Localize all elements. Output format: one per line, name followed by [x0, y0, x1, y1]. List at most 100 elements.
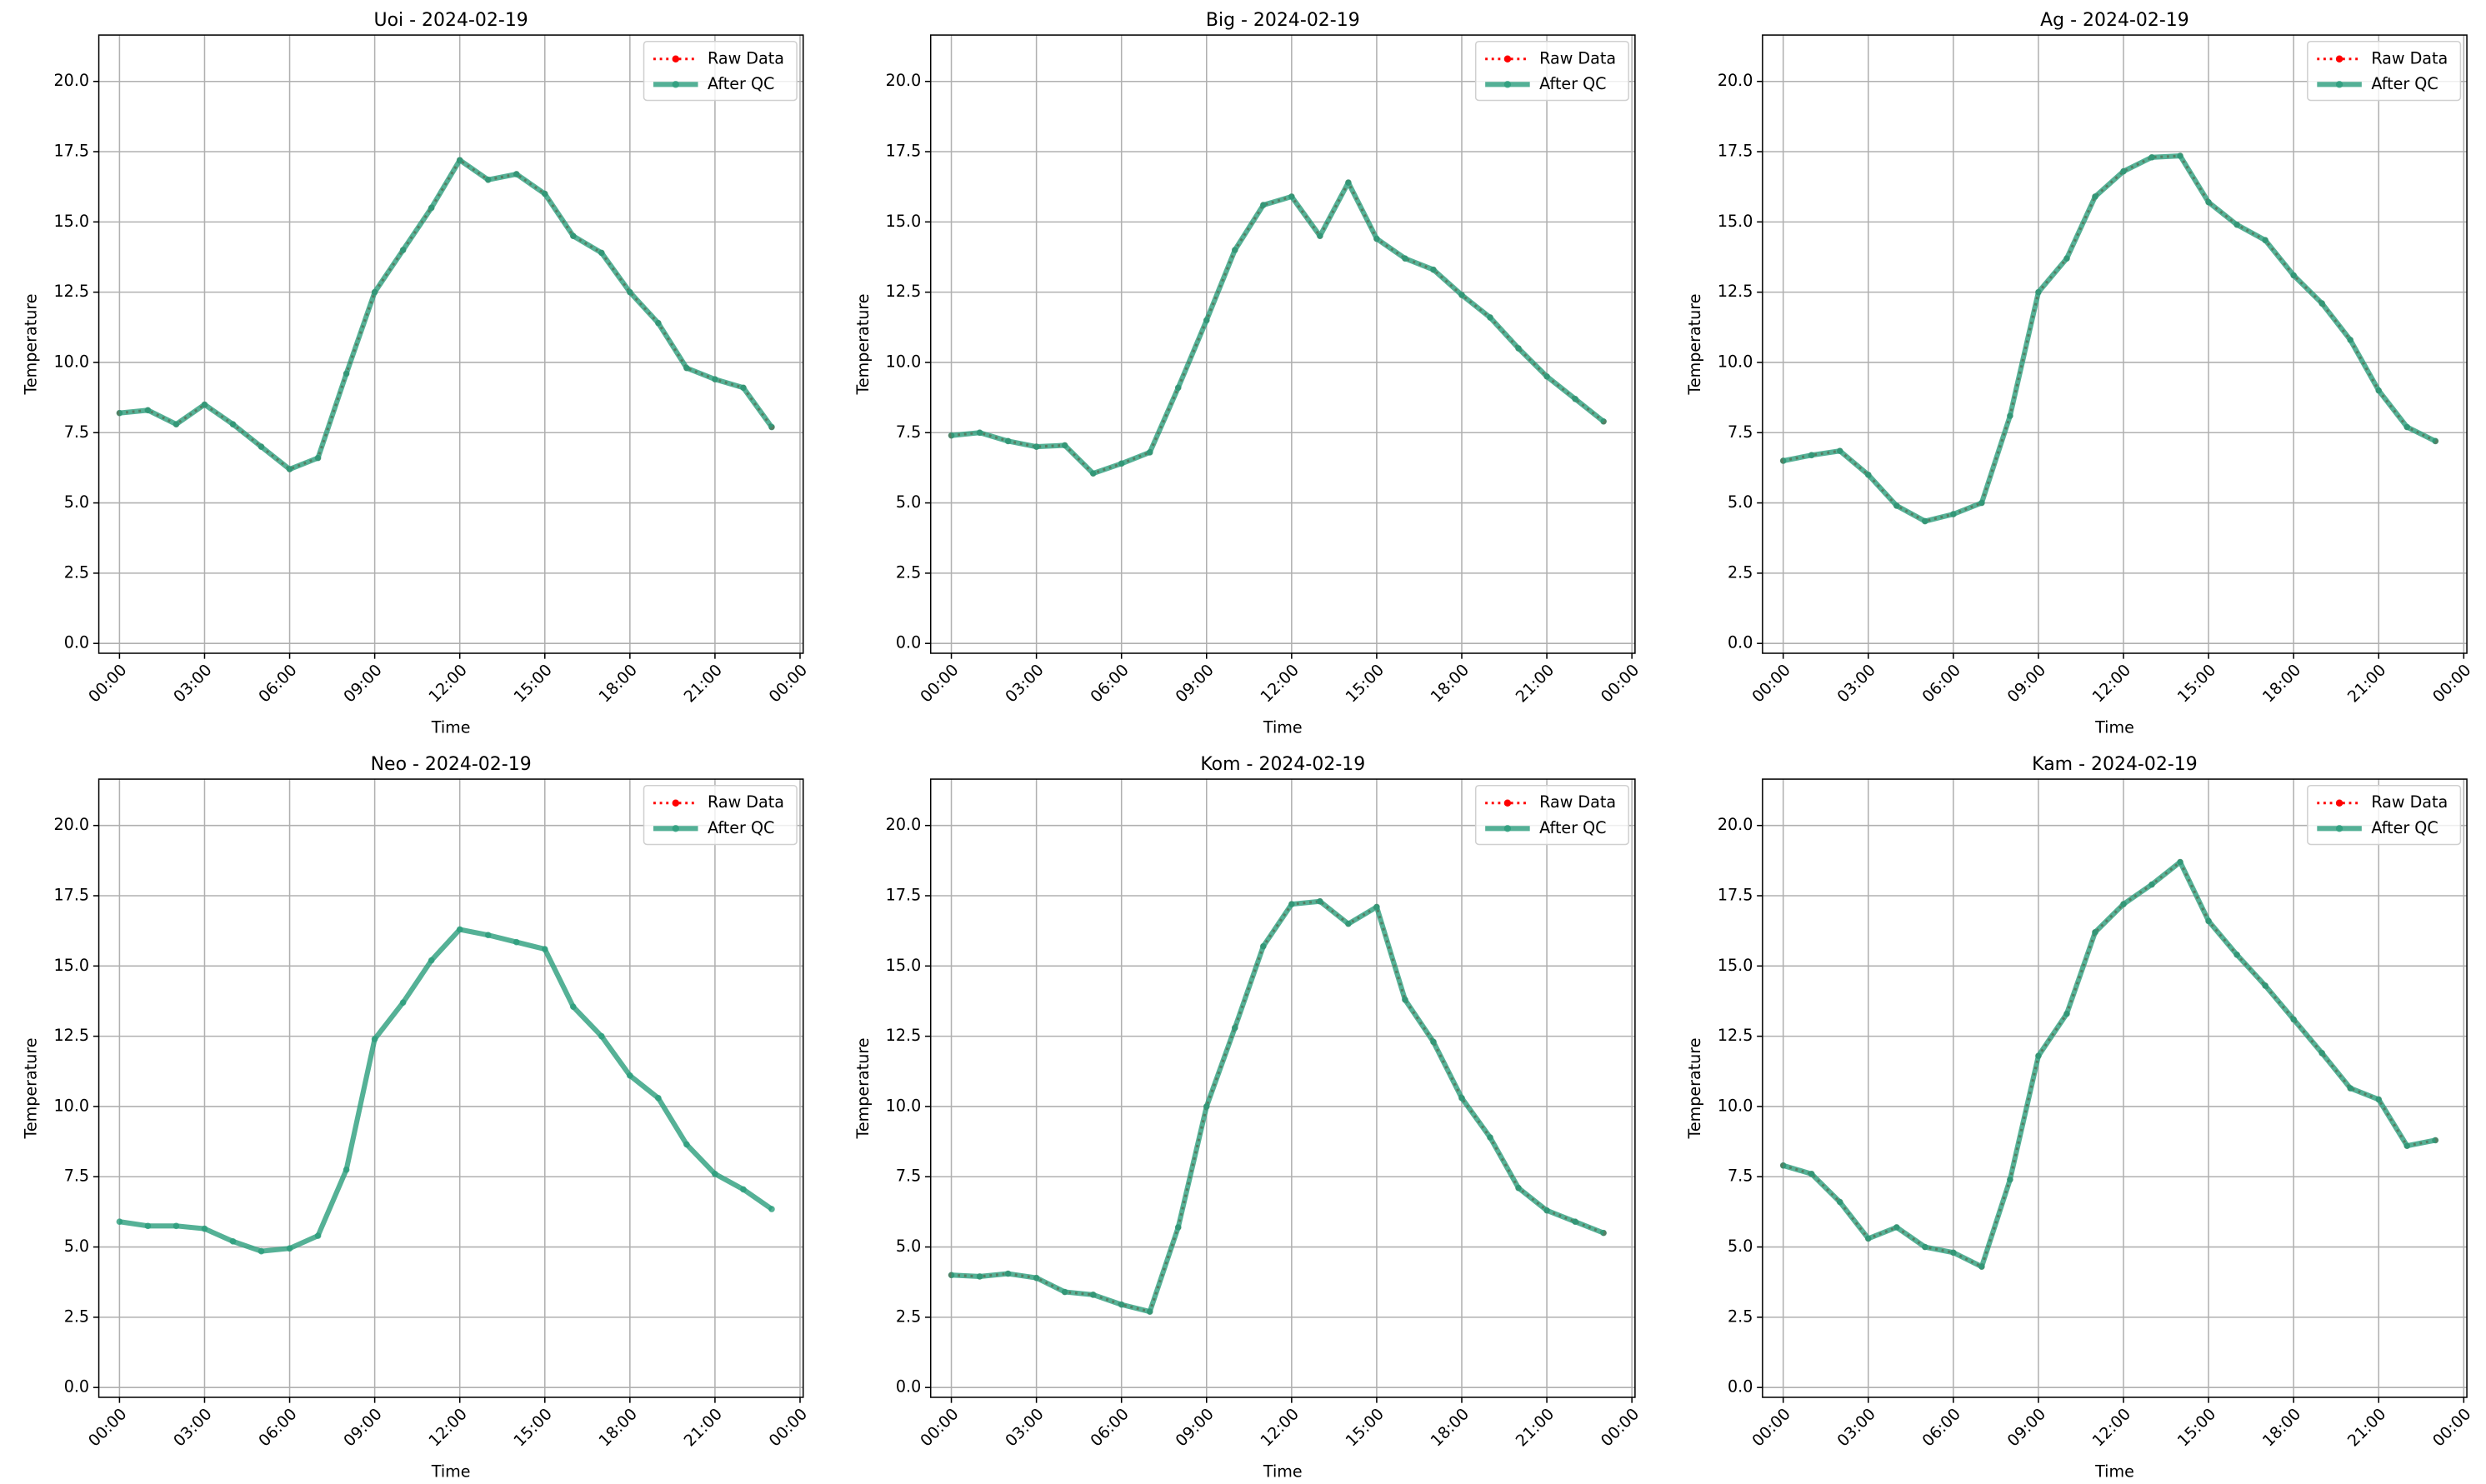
- legend-label: Raw Data: [1539, 48, 1616, 67]
- data-point: [201, 1225, 208, 1232]
- data-point: [1288, 901, 1295, 907]
- data-point: [1430, 1038, 1437, 1046]
- data-point: [513, 938, 520, 946]
- data-point: [1146, 449, 1153, 456]
- y-tick-label: 2.5: [1728, 1307, 1753, 1326]
- y-tick-label: 5.0: [896, 1237, 921, 1256]
- data-point: [2432, 437, 2439, 445]
- data-point: [1118, 460, 1125, 467]
- y-axis-label: Temperature: [853, 1037, 873, 1139]
- data-point: [1836, 447, 1843, 455]
- y-tick-label: 0.0: [896, 1377, 921, 1397]
- data-point: [456, 157, 463, 163]
- data-point: [1174, 384, 1182, 392]
- data-point: [712, 376, 718, 383]
- plot-frame: [98, 778, 804, 1398]
- data-point: [683, 364, 690, 372]
- x-tick-label: 12:00: [2088, 1404, 2134, 1450]
- data-point: [456, 926, 463, 933]
- data-point: [2007, 412, 2013, 419]
- x-tick-label: 21:00: [680, 660, 726, 706]
- y-tick-label: 7.5: [1728, 1167, 1753, 1186]
- data-point: [1231, 1024, 1238, 1032]
- y-tick-label: 17.5: [886, 142, 922, 161]
- legend-label: Raw Data: [1539, 792, 1616, 812]
- series-line: [119, 157, 774, 472]
- y-tick-label: 5.0: [896, 492, 921, 512]
- data-point: [2205, 917, 2212, 925]
- legend-label: After QC: [708, 74, 774, 93]
- y-tick-label: 0.0: [896, 633, 921, 652]
- data-point: [948, 1272, 955, 1279]
- data-point: [1004, 1270, 1012, 1277]
- x-axis-label: Time: [1263, 717, 1303, 737]
- series-line: [1783, 153, 2437, 524]
- plot-frame: [929, 778, 1636, 1398]
- y-axis-label: Temperature: [22, 1037, 41, 1139]
- data-point: [1572, 395, 1578, 402]
- data-point: [1893, 1224, 1900, 1231]
- x-tick-label: 00:00: [1597, 660, 1643, 706]
- data-point: [541, 190, 548, 197]
- data-point: [144, 407, 152, 414]
- data-point: [569, 1003, 577, 1011]
- x-tick-label: 00:00: [84, 1404, 130, 1450]
- legend-label: After QC: [1539, 74, 1606, 93]
- data-point: [2318, 300, 2326, 307]
- x-tick-label: 00:00: [2428, 660, 2474, 706]
- y-tick-label: 17.5: [1718, 142, 1753, 161]
- data-point: [2318, 1050, 2326, 1057]
- legend-marker: [1503, 55, 1512, 62]
- data-point: [1430, 266, 1437, 273]
- data-point: [399, 247, 407, 253]
- data-point: [2063, 1010, 2070, 1017]
- y-tick-label: 20.0: [1718, 815, 1753, 834]
- x-tick-label: 21:00: [2343, 660, 2389, 706]
- series-line: [119, 158, 773, 471]
- x-tick-label: 12:00: [1257, 1404, 1303, 1450]
- data-point: [2290, 272, 2297, 279]
- data-point: [2063, 255, 2070, 262]
- data-point: [1922, 1243, 1928, 1251]
- x-tick-label: 12:00: [2088, 660, 2134, 706]
- series-line: [1783, 154, 2436, 523]
- data-point: [2120, 901, 2127, 907]
- data-point: [598, 249, 605, 257]
- y-tick-label: 12.5: [54, 1026, 90, 1045]
- x-tick-label: 03:00: [1833, 1404, 1879, 1450]
- legend-marker: [672, 55, 679, 62]
- data-point: [428, 957, 435, 964]
- data-point: [314, 454, 322, 462]
- data-point: [1543, 1207, 1550, 1214]
- x-tick-label: 00:00: [917, 1404, 963, 1450]
- x-tick-label: 06:00: [254, 1404, 300, 1450]
- data-point: [976, 1273, 983, 1280]
- data-point: [1779, 457, 1787, 464]
- plot-frame: [98, 34, 804, 654]
- data-point: [173, 1222, 180, 1230]
- data-point: [484, 932, 492, 939]
- data-point: [371, 288, 378, 296]
- y-tick-label: 12.5: [1718, 282, 1753, 301]
- data-point: [655, 319, 662, 327]
- x-tick-label: 06:00: [1087, 660, 1133, 706]
- data-point: [2205, 198, 2212, 206]
- data-point: [399, 999, 407, 1006]
- data-point: [1893, 502, 1900, 509]
- data-point: [1864, 1235, 1872, 1242]
- data-point: [1487, 1134, 1493, 1141]
- data-point: [1808, 1171, 1815, 1177]
- series-line: [951, 181, 1605, 475]
- y-tick-label: 0.0: [64, 633, 89, 652]
- data-point: [1231, 247, 1238, 253]
- y-tick-label: 20.0: [54, 815, 90, 834]
- y-tick-label: 20.0: [886, 815, 922, 834]
- y-tick-label: 5.0: [64, 492, 89, 512]
- chart-title: Neo - 2024-02-19: [371, 754, 532, 775]
- chart-title: Kam - 2024-02-19: [2032, 754, 2198, 775]
- data-point: [2177, 858, 2183, 866]
- data-point: [1808, 452, 1815, 459]
- y-tick-label: 2.5: [896, 562, 921, 582]
- data-point: [598, 1032, 605, 1040]
- data-point: [2092, 929, 2098, 936]
